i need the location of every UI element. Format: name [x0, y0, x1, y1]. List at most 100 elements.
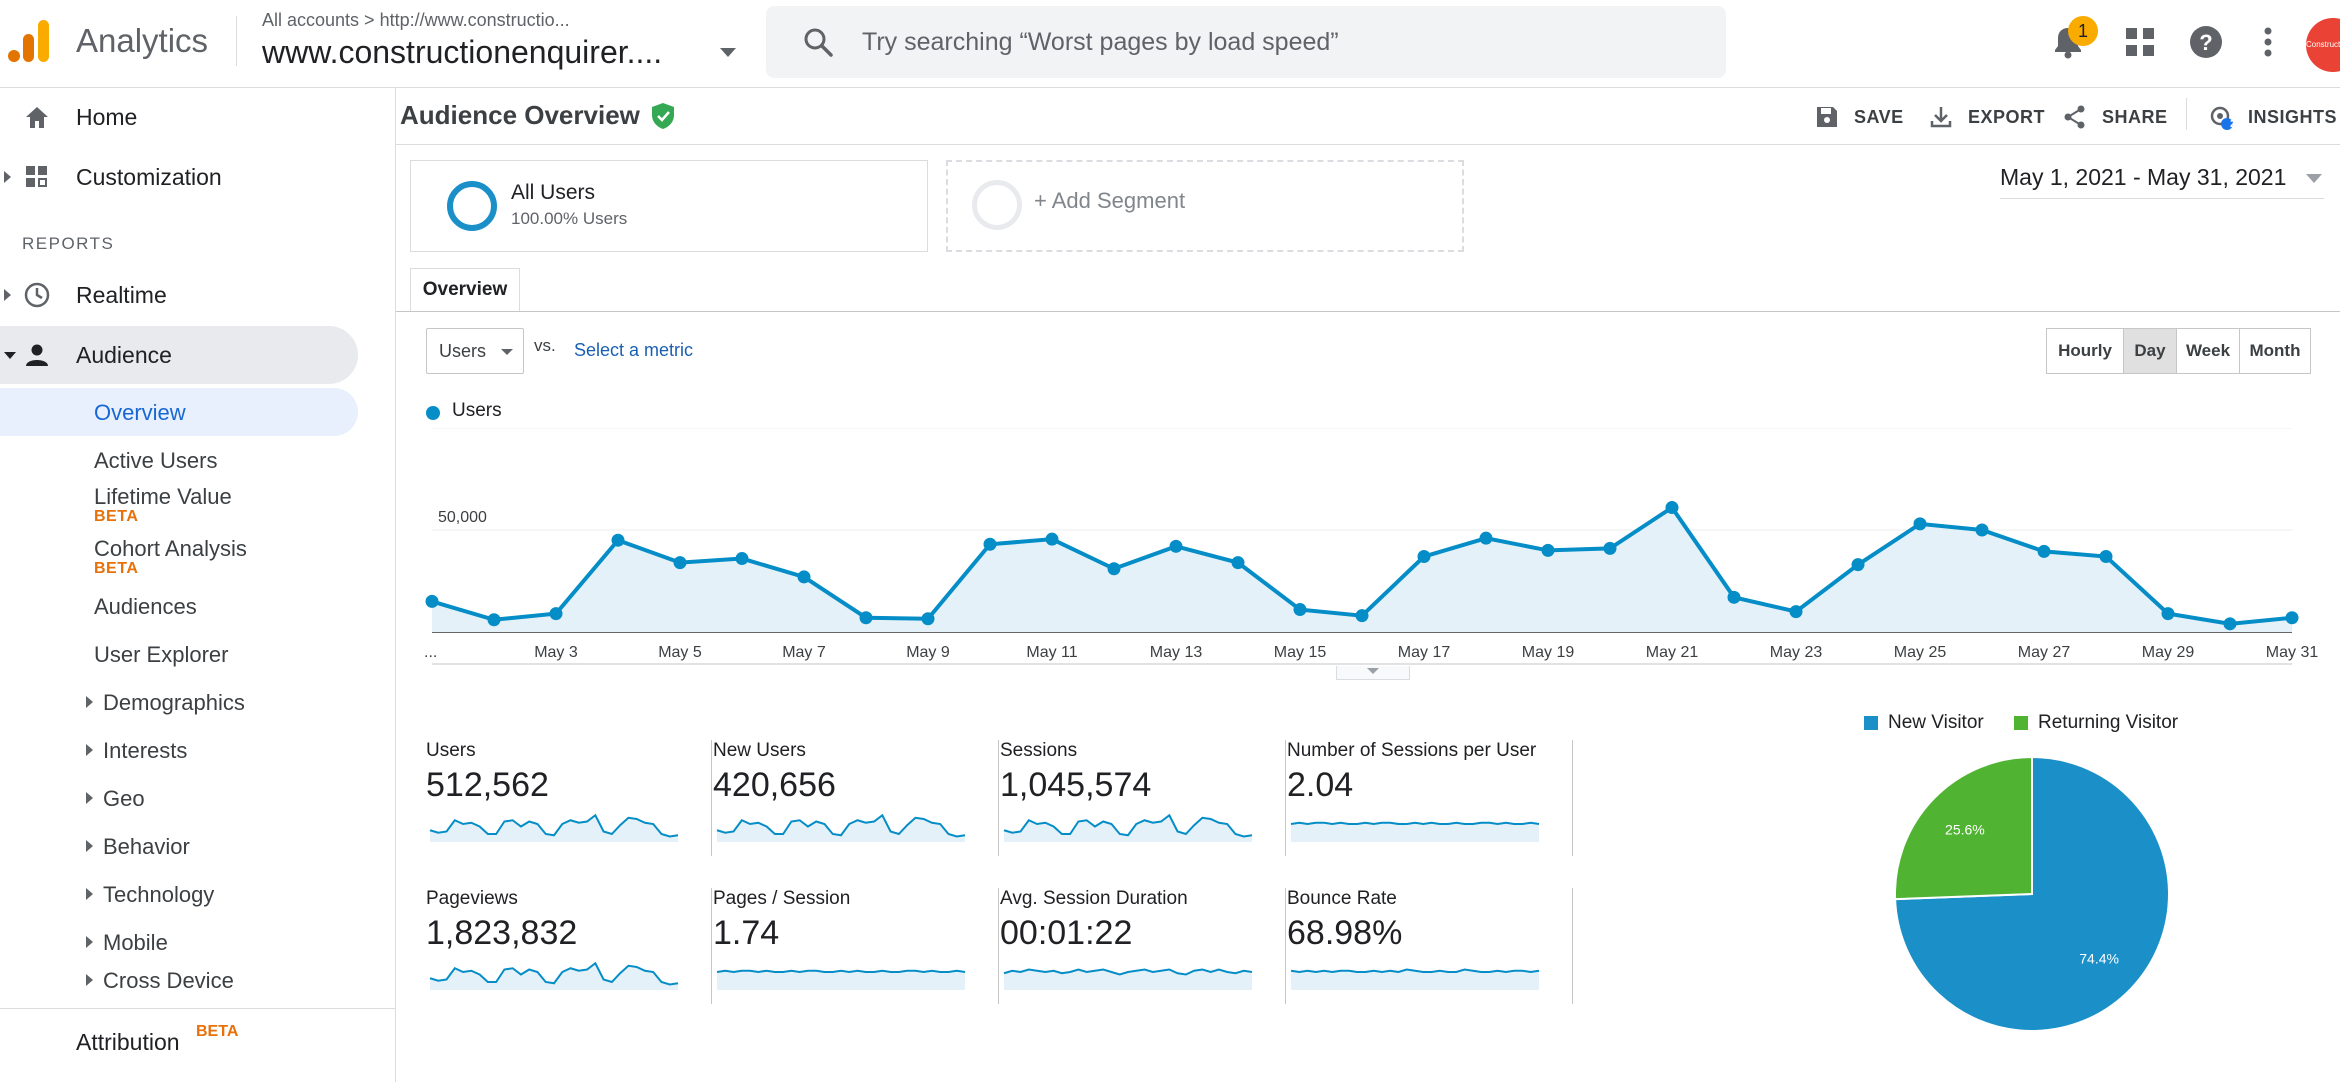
data-point[interactable] [1541, 543, 1555, 557]
insights-button[interactable]: INSIGHTS [2208, 102, 2337, 132]
apps-grid-icon[interactable] [2120, 22, 2160, 62]
granularity-month-button[interactable]: Month [2239, 328, 2311, 374]
expand-arrow-icon [86, 888, 93, 900]
more-vert-icon[interactable] [2248, 22, 2288, 62]
sidebar-item-demographics[interactable]: Demographics [0, 678, 358, 726]
data-point[interactable] [2037, 544, 2051, 558]
data-point[interactable] [1231, 556, 1245, 570]
analytics-logo-icon[interactable] [6, 18, 52, 64]
data-point[interactable] [1479, 531, 1493, 545]
data-point[interactable] [2099, 550, 2113, 564]
sidebar-item-cohort-analysis[interactable]: Cohort Analysis [0, 524, 358, 572]
metric-tile[interactable]: Pages / Session 1.74 [713, 888, 999, 1004]
data-point[interactable] [797, 570, 811, 584]
sidebar-item-overview[interactable]: Overview [0, 388, 358, 436]
sidebar-item-audiences[interactable]: Audiences [0, 582, 358, 630]
pie-legend-returning-visitor: Returning Visitor [2014, 712, 2178, 734]
select-metric-link[interactable]: Select a metric [574, 340, 694, 360]
home-icon [26, 107, 48, 128]
sidebar-item-mobile[interactable]: Mobile [0, 918, 358, 966]
data-point[interactable] [1355, 609, 1369, 623]
data-point[interactable] [425, 594, 439, 608]
metric-tile[interactable]: Users 512,562 [426, 740, 712, 856]
metric-tile[interactable]: Bounce Rate 68.98% [1287, 888, 1573, 1004]
data-point[interactable] [1603, 541, 1617, 555]
data-point[interactable] [1913, 517, 1927, 531]
data-point[interactable] [2161, 607, 2175, 621]
data-point[interactable] [1851, 558, 1865, 572]
share-button[interactable]: SHARE [2062, 102, 2168, 132]
data-point[interactable] [2223, 617, 2237, 631]
data-point[interactable] [859, 611, 873, 625]
sparkline [1290, 968, 1540, 990]
pie-slice[interactable] [1894, 756, 2033, 901]
data-point[interactable] [2285, 611, 2299, 625]
data-point[interactable] [1975, 523, 1989, 537]
sidebar-item-customization[interactable]: Customization [0, 148, 358, 206]
sidebar-item-active-users[interactable]: Active Users [0, 436, 358, 484]
data-point[interactable] [1107, 562, 1121, 576]
sidebar-item-label: Overview [94, 400, 186, 425]
granularity-hourly-button[interactable]: Hourly [2046, 328, 2124, 374]
data-point[interactable] [487, 613, 501, 627]
data-point[interactable] [549, 607, 563, 621]
data-point[interactable] [1169, 539, 1183, 553]
add-segment-button[interactable]: + Add Segment [946, 160, 1464, 252]
metric-tile[interactable]: New Users 420,656 [713, 740, 999, 856]
sidebar-item-label: Mobile [103, 930, 168, 955]
sidebar-item-attribution[interactable]: Attribution BETA [0, 1008, 395, 1082]
metric-tile[interactable]: Avg. Session Duration 00:01:22 [1000, 888, 1286, 1004]
data-point[interactable] [1727, 590, 1741, 604]
metric-tile[interactable]: Number of Sessions per User 2.04 [1287, 740, 1573, 856]
account-breadcrumb[interactable]: All accounts > http://www.constructio... [262, 10, 570, 30]
sparkline [429, 813, 679, 842]
search-input[interactable] [862, 6, 1682, 78]
sidebar-item-lifetime-value[interactable]: Lifetime Value [0, 472, 358, 520]
data-point[interactable] [921, 612, 935, 626]
segment-all-users[interactable]: All Users 100.00% Users [410, 160, 928, 252]
data-point[interactable] [1417, 550, 1431, 564]
metric-dropdown[interactable]: Users [426, 328, 524, 374]
metric-tile[interactable]: Pageviews 1,823,832 [426, 888, 712, 1004]
granularity-day-button[interactable]: Day [2123, 328, 2177, 374]
sidebar-item-behavior[interactable]: Behavior [0, 822, 358, 870]
sidebar-item-cross-device[interactable]: Cross Device [0, 956, 358, 1004]
sparkline [1003, 968, 1253, 990]
search-bar[interactable] [766, 6, 1726, 78]
tab-overview[interactable]: Overview [410, 268, 520, 312]
sidebar-item-label: Cohort Analysis [94, 536, 247, 561]
x-tick-label: May 9 [906, 644, 950, 661]
sidebar-item-technology[interactable]: Technology [0, 870, 358, 918]
date-range-picker[interactable]: May 1, 2021 - May 31, 2021 [2000, 164, 2287, 190]
help-icon[interactable]: ? [2186, 22, 2226, 62]
chevron-down-icon[interactable] [2306, 174, 2322, 183]
metric-tile[interactable]: Sessions 1,045,574 [1000, 740, 1286, 856]
data-point[interactable] [1293, 603, 1307, 617]
data-point[interactable] [673, 556, 687, 570]
data-point[interactable] [1045, 532, 1059, 546]
sparkline-area [1291, 822, 1539, 842]
chevron-down-icon[interactable] [720, 48, 736, 57]
granularity-week-button[interactable]: Week [2176, 328, 2240, 374]
pie-slice-label: 74.4% [2079, 951, 2119, 967]
data-point[interactable] [983, 537, 997, 551]
save-button[interactable]: SAVE [1814, 102, 1904, 132]
sidebar-item-audience[interactable]: Audience [0, 326, 358, 384]
sparkline-area [430, 963, 678, 990]
sidebar-item-interests[interactable]: Interests [0, 726, 358, 774]
sidebar-item-label: Demographics [103, 690, 245, 715]
avatar[interactable]: Construction Enquirer [2306, 18, 2340, 72]
insights-icon [2210, 106, 2233, 130]
sidebar-item-home[interactable]: Home [0, 88, 358, 146]
data-point[interactable] [1665, 501, 1679, 515]
metric-label: Bounce Rate [1287, 888, 1397, 909]
data-point[interactable] [735, 552, 749, 566]
chart-resize-handle[interactable] [1336, 666, 1410, 680]
sidebar-item-geo[interactable]: Geo [0, 774, 358, 822]
export-button[interactable]: EXPORT [1928, 102, 2045, 132]
sidebar-item-user-explorer[interactable]: User Explorer [0, 630, 358, 678]
data-point[interactable] [1789, 605, 1803, 619]
property-selector[interactable]: www.constructionenquirer.... [262, 34, 663, 70]
data-point[interactable] [611, 533, 625, 547]
sidebar-item-realtime[interactable]: Realtime [0, 266, 358, 324]
